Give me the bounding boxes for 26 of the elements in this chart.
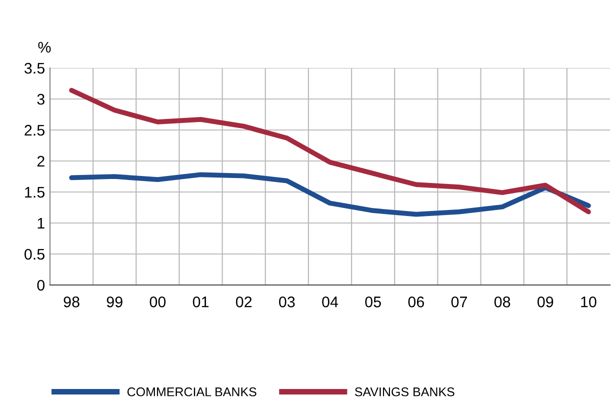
- x-tick-label: 09: [537, 296, 554, 308]
- x-tick-label: 06: [408, 296, 424, 308]
- legend-label: SAVINGS BANKS: [354, 387, 454, 396]
- x-tick-label: 03: [279, 296, 295, 308]
- y-tick-label: 2.5: [24, 124, 44, 136]
- y-tick-label: 0: [37, 280, 45, 291]
- y-tick-label: 2: [37, 156, 44, 167]
- y-tick-label: 1: [38, 218, 44, 229]
- x-tick-label: 10: [581, 296, 596, 308]
- line-series: [69, 172, 591, 217]
- y-tick-label: 1.5: [25, 187, 44, 198]
- legend-label: COMMERCIAL BANKS: [127, 387, 256, 396]
- y-axis-title: %: [38, 42, 51, 53]
- x-tick-label: 00: [150, 296, 166, 308]
- x-tick-label: 05: [365, 296, 381, 308]
- x-tick-label: 98: [64, 296, 80, 308]
- x-tick-label: 01: [192, 296, 209, 308]
- y-tick-label: 0.5: [24, 248, 44, 260]
- x-tick-label: 02: [236, 296, 252, 308]
- x-tick-label: 07: [451, 296, 467, 308]
- x-tick-label: 08: [494, 296, 510, 308]
- x-tick-label: 99: [106, 296, 122, 308]
- x-tick-label: 04: [322, 296, 338, 308]
- line-series: [69, 88, 591, 214]
- y-tick-label: 3: [37, 94, 44, 105]
- y-tick-label: 3.5: [24, 62, 44, 74]
